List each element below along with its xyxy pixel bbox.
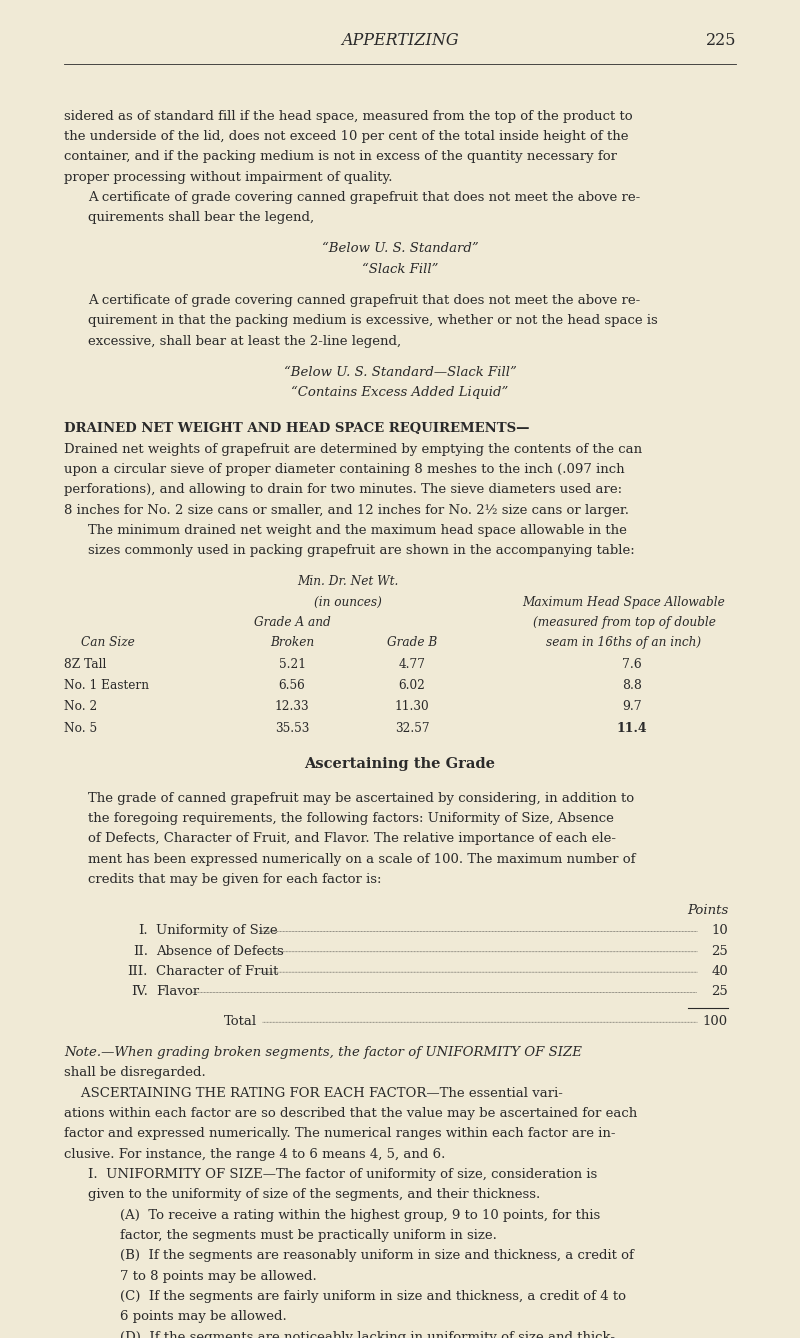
Text: Flavor: Flavor [156, 985, 199, 998]
Text: The minimum drained net weight and the maximum head space allowable in the: The minimum drained net weight and the m… [88, 524, 627, 537]
Text: 11.30: 11.30 [394, 700, 430, 713]
Text: Uniformity of Size: Uniformity of Size [156, 925, 278, 938]
Text: “Below U. S. Standard”: “Below U. S. Standard” [322, 242, 478, 256]
Text: quirements shall bear the legend,: quirements shall bear the legend, [88, 211, 314, 225]
Text: proper processing without impairment of quality.: proper processing without impairment of … [64, 171, 393, 183]
Text: 8.8: 8.8 [622, 680, 642, 692]
Text: Can Size: Can Size [81, 637, 135, 649]
Text: (D)  If the segments are noticeably lacking in uniformity of size and thick-: (D) If the segments are noticeably lacki… [120, 1331, 615, 1338]
Text: ations within each factor are so described that the value may be ascertained for: ations within each factor are so describ… [64, 1107, 638, 1120]
Text: (in ounces): (in ounces) [314, 595, 382, 609]
Text: Total: Total [224, 1016, 257, 1028]
Text: upon a circular sieve of proper diameter containing 8 meshes to the inch (.097 i: upon a circular sieve of proper diameter… [64, 463, 625, 476]
Text: shall be disregarded.: shall be disregarded. [64, 1066, 206, 1080]
Text: quirement in that the packing medium is excessive, whether or not the head space: quirement in that the packing medium is … [88, 314, 658, 328]
Text: A certificate of grade covering canned grapefruit that does not meet the above r: A certificate of grade covering canned g… [88, 191, 640, 205]
Text: given to the uniformity of size of the segments, and their thickness.: given to the uniformity of size of the s… [88, 1188, 540, 1202]
Text: 25: 25 [711, 985, 728, 998]
Text: of Defects, Character of Fruit, and Flavor. The relative importance of each ele-: of Defects, Character of Fruit, and Flav… [88, 832, 616, 846]
Text: 12.33: 12.33 [274, 700, 310, 713]
Text: DRAINED NET WEIGHT AND HEAD SPACE REQUIREMENTS—: DRAINED NET WEIGHT AND HEAD SPACE REQUIR… [64, 423, 530, 435]
Text: sidered as of standard fill if the head space, measured from the top of the prod: sidered as of standard fill if the head … [64, 110, 633, 123]
Text: the foregoing requirements, the following factors: Uniformity of Size, Absence: the foregoing requirements, the followin… [88, 812, 614, 826]
Text: 8 inches for No. 2 size cans or smaller, and 12 inches for No. 2½ size cans or l: 8 inches for No. 2 size cans or smaller,… [64, 503, 629, 516]
Text: Grade A and: Grade A and [254, 615, 330, 629]
Text: I.: I. [138, 925, 148, 938]
Text: Broken: Broken [270, 637, 314, 649]
Text: 25: 25 [711, 945, 728, 958]
Text: excessive, shall bear at least the 2-line legend,: excessive, shall bear at least the 2-lin… [88, 334, 401, 348]
Text: Points: Points [686, 904, 728, 917]
Text: 10: 10 [711, 925, 728, 938]
Text: Note.—When grading broken segments, the factor of UNIFORMITY OF SIZE: Note.—When grading broken segments, the … [64, 1046, 582, 1060]
Text: 32.57: 32.57 [394, 721, 430, 735]
Text: seam in 16ths of an inch): seam in 16ths of an inch) [546, 637, 702, 649]
Text: 7 to 8 points may be allowed.: 7 to 8 points may be allowed. [120, 1270, 317, 1283]
Text: “Slack Fill”: “Slack Fill” [362, 262, 438, 276]
Text: The grade of canned grapefruit may be ascertained by considering, in addition to: The grade of canned grapefruit may be as… [88, 792, 634, 804]
Text: sizes commonly used in packing grapefruit are shown in the accompanying table:: sizes commonly used in packing grapefrui… [88, 545, 634, 558]
Text: 5.21: 5.21 [278, 658, 306, 670]
Text: Drained net weights of grapefruit are determined by emptying the contents of the: Drained net weights of grapefruit are de… [64, 443, 642, 456]
Text: Absence of Defects: Absence of Defects [156, 945, 284, 958]
Text: No. 5: No. 5 [64, 721, 97, 735]
Text: III.: III. [128, 965, 148, 978]
Text: 8Z Tall: 8Z Tall [64, 658, 106, 670]
Text: ment has been expressed numerically on a scale of 100. The maximum number of: ment has been expressed numerically on a… [88, 852, 635, 866]
Text: 11.4: 11.4 [617, 721, 647, 735]
Text: A certificate of grade covering canned grapefruit that does not meet the above r: A certificate of grade covering canned g… [88, 294, 640, 306]
Text: factor and expressed numerically. The numerical ranges within each factor are in: factor and expressed numerically. The nu… [64, 1128, 615, 1140]
Text: “Contains Excess Added Liquid”: “Contains Excess Added Liquid” [291, 385, 509, 399]
Text: Min. Dr. Net Wt.: Min. Dr. Net Wt. [298, 575, 398, 589]
Text: No. 1 Eastern: No. 1 Eastern [64, 680, 149, 692]
Text: container, and if the packing medium is not in excess of the quantity necessary : container, and if the packing medium is … [64, 150, 617, 163]
Text: 9.7: 9.7 [622, 700, 642, 713]
Text: the underside of the lid, does not exceed 10 per cent of the total inside height: the underside of the lid, does not excee… [64, 130, 629, 143]
Text: Maximum Head Space Allowable: Maximum Head Space Allowable [522, 595, 726, 609]
Text: “Below U. S. Standard—Slack Fill”: “Below U. S. Standard—Slack Fill” [284, 365, 516, 379]
Text: IV.: IV. [131, 985, 148, 998]
Text: (B)  If the segments are reasonably uniform in size and thickness, a credit of: (B) If the segments are reasonably unifo… [120, 1250, 634, 1263]
Text: Ascertaining the Grade: Ascertaining the Grade [305, 756, 495, 771]
Text: 225: 225 [706, 32, 736, 50]
Text: ASCERTAINING THE RATING FOR EACH FACTOR—The essential vari-: ASCERTAINING THE RATING FOR EACH FACTOR—… [64, 1086, 563, 1100]
Text: perforations), and allowing to drain for two minutes. The sieve diameters used a: perforations), and allowing to drain for… [64, 483, 622, 496]
Text: (A)  To receive a rating within the highest group, 9 to 10 points, for this: (A) To receive a rating within the highe… [120, 1208, 600, 1222]
Text: No. 2: No. 2 [64, 700, 98, 713]
Text: clusive. For instance, the range 4 to 6 means 4, 5, and 6.: clusive. For instance, the range 4 to 6 … [64, 1148, 446, 1161]
Text: (C)  If the segments are fairly uniform in size and thickness, a credit of 4 to: (C) If the segments are fairly uniform i… [120, 1290, 626, 1303]
Text: 6.56: 6.56 [278, 680, 306, 692]
Text: 6.02: 6.02 [398, 680, 426, 692]
Text: Character of Fruit: Character of Fruit [156, 965, 278, 978]
Text: credits that may be given for each factor is:: credits that may be given for each facto… [88, 872, 382, 886]
Text: 6 points may be allowed.: 6 points may be allowed. [120, 1310, 286, 1323]
Text: Grade B: Grade B [387, 637, 437, 649]
Text: APPERTIZING: APPERTIZING [341, 32, 459, 50]
Text: 7.6: 7.6 [622, 658, 642, 670]
Text: 35.53: 35.53 [275, 721, 309, 735]
Text: (measured from top of double: (measured from top of double [533, 615, 715, 629]
Text: 40: 40 [711, 965, 728, 978]
Text: 100: 100 [703, 1016, 728, 1028]
Text: 4.77: 4.77 [398, 658, 426, 670]
Text: I.  UNIFORMITY OF SIZE—The factor of uniformity of size, consideration is: I. UNIFORMITY OF SIZE—The factor of unif… [88, 1168, 598, 1181]
Text: II.: II. [133, 945, 148, 958]
Text: factor, the segments must be practically uniform in size.: factor, the segments must be practically… [120, 1230, 497, 1242]
